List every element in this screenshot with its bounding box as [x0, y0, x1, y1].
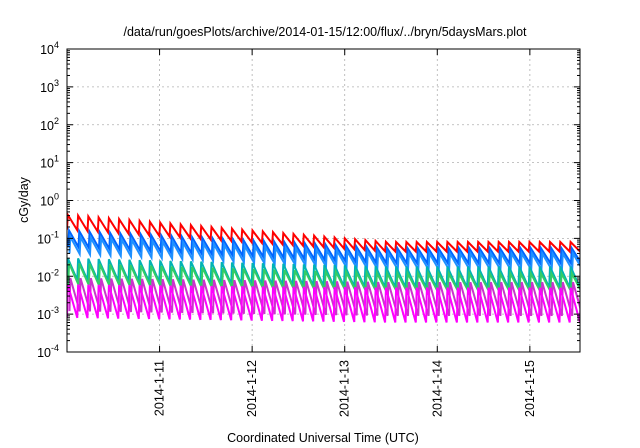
x-axis-label: Coordinated Universal Time (UTC)	[227, 431, 419, 445]
series-line	[67, 284, 580, 323]
y-axis: 104 103 102 101 100 10-1 10-2 10-3 10-4	[37, 40, 580, 360]
y-tick-label: 10-1	[37, 229, 59, 246]
x-axis: 2014-1-11 2014-1-12 2014-1-13 2014-1-14 2014…	[153, 49, 537, 417]
y-tick-label: 102	[40, 116, 59, 133]
x-tick-label: 2014-1-11	[153, 360, 167, 416]
series-line	[67, 227, 580, 267]
y-axis-label: cGy/day	[17, 176, 31, 223]
y-tick-label: 100	[40, 192, 59, 209]
chart-title: /data/run/goesPlots/archive/2014-01-15/1…	[123, 25, 527, 39]
series-line	[67, 257, 580, 289]
x-tick-label: 2014-1-14	[430, 360, 444, 417]
x-tick-label: 2014-1-12	[245, 360, 259, 417]
y-tick-label: 10-2	[37, 267, 59, 284]
y-tick-label: 104	[40, 40, 59, 57]
plot-area	[67, 211, 580, 323]
series-line	[68, 233, 580, 274]
x-tick-label: 2014-1-15	[523, 360, 537, 417]
y-tick-label: 101	[40, 154, 59, 171]
y-tick-label: 103	[40, 78, 59, 95]
y-tick-label: 10-3	[37, 305, 59, 322]
y-tick-label: 10-4	[37, 343, 59, 360]
x-tick-label: 2014-1-13	[338, 360, 352, 417]
series-layer	[67, 211, 580, 323]
series-line	[67, 211, 580, 254]
